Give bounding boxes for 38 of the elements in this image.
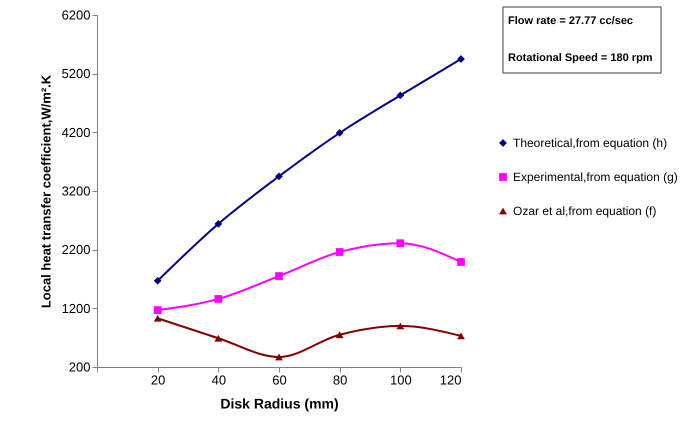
point bbox=[396, 239, 404, 248]
text: Flow rate = 27.77 cc/sec bbox=[508, 15, 634, 27]
point bbox=[336, 331, 344, 338]
point bbox=[214, 295, 222, 303]
point bbox=[336, 129, 344, 137]
x-tick-label: 40 bbox=[212, 372, 226, 388]
x-tick-label: 20 bbox=[150, 372, 166, 388]
point bbox=[154, 276, 162, 285]
legend-label: Theoretical,from equation (h) bbox=[513, 136, 668, 150]
legend-label: Ozar et al,from equation (f) bbox=[513, 204, 656, 218]
point bbox=[396, 322, 404, 330]
x-tick-label: 120 bbox=[440, 372, 462, 388]
y-tick-label: 200 bbox=[68, 360, 90, 374]
y-tick-label: 4200 bbox=[62, 124, 90, 140]
x-tick-label: 80 bbox=[332, 372, 348, 388]
point bbox=[336, 248, 344, 256]
y-tick-label: 1200 bbox=[62, 300, 90, 316]
y-axis-title: Local heat transfer coefficient,W/m².K bbox=[38, 74, 54, 308]
x-tick-label: 60 bbox=[272, 372, 287, 388]
legend-label: Experimental,from equation (g) bbox=[513, 170, 678, 184]
y-tick-label: 2200 bbox=[62, 242, 90, 258]
point bbox=[214, 334, 222, 342]
x-axis-title: Disk Radius (mm) bbox=[220, 396, 339, 412]
point bbox=[154, 314, 162, 322]
point bbox=[214, 220, 222, 228]
point bbox=[396, 92, 404, 100]
point bbox=[457, 55, 465, 63]
point bbox=[457, 332, 465, 340]
point bbox=[275, 354, 283, 360]
point bbox=[457, 258, 465, 266]
x-tick-label: 100 bbox=[390, 372, 412, 388]
point bbox=[154, 306, 162, 314]
point bbox=[275, 272, 283, 280]
text: Rotational Speed = 180 rpm bbox=[508, 52, 653, 64]
y-tick-label: 6200 bbox=[62, 8, 90, 22]
y-tick-label: 3200 bbox=[62, 184, 90, 198]
y-tick-label: 5200 bbox=[62, 66, 90, 82]
point bbox=[275, 172, 283, 180]
